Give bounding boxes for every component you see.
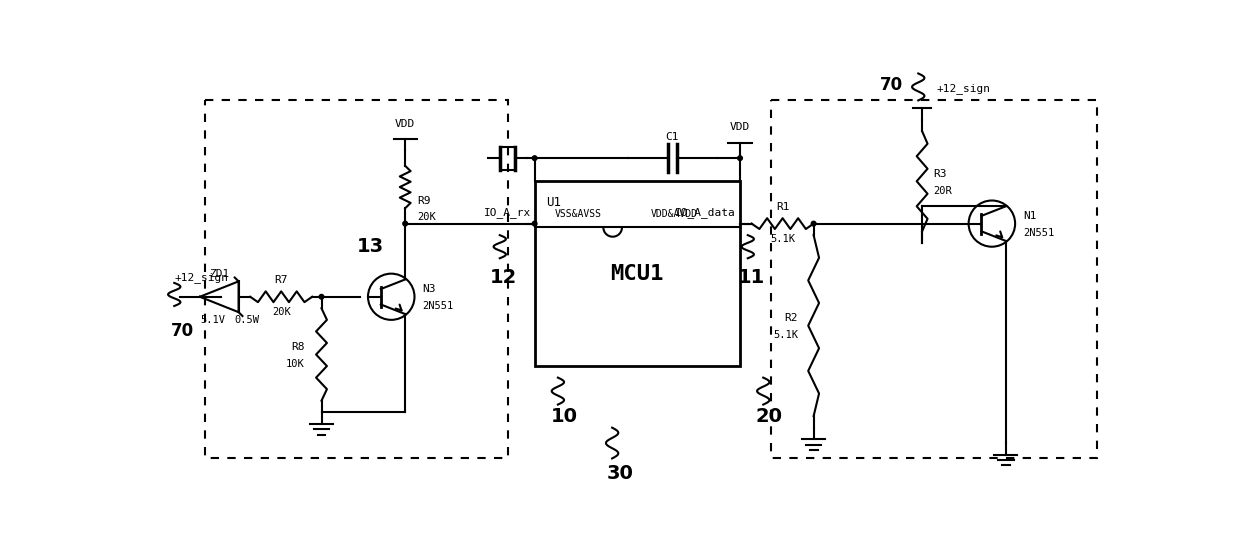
Text: 70: 70 <box>171 322 193 340</box>
Text: R9: R9 <box>416 196 430 206</box>
Bar <box>499 147 515 170</box>
Circle shape <box>403 221 408 226</box>
Text: 20: 20 <box>756 407 783 426</box>
Text: ZD1: ZD1 <box>209 269 229 279</box>
Text: 20K: 20K <box>271 307 291 317</box>
Text: 0.5W: 0.5W <box>234 315 260 325</box>
Text: C1: C1 <box>665 132 679 141</box>
Text: 2N551: 2N551 <box>422 301 453 311</box>
Circle shape <box>320 294 323 299</box>
Text: VDD: VDD <box>730 122 750 133</box>
Text: VSS&AVSS: VSS&AVSS <box>554 209 601 219</box>
Circle shape <box>533 221 536 226</box>
Text: 30: 30 <box>606 464 633 483</box>
Text: 5.1K: 5.1K <box>771 234 795 244</box>
Text: R8: R8 <box>291 342 305 352</box>
Text: VDD: VDD <box>395 118 415 129</box>
Text: 20R: 20R <box>934 186 953 196</box>
Text: R2: R2 <box>784 313 798 323</box>
Text: N1: N1 <box>1023 211 1036 221</box>
Text: IO_A_rx: IO_A_rx <box>483 207 530 218</box>
Circle shape <box>533 156 536 161</box>
Text: 10: 10 <box>550 407 577 426</box>
Text: IO_A_data: IO_A_data <box>675 207 736 218</box>
Text: N3: N3 <box>422 284 436 294</box>
Text: VDD&AVDD: VDD&AVDD <box>652 209 698 219</box>
Circle shape <box>737 156 742 161</box>
Text: 12: 12 <box>489 268 517 287</box>
Text: 11: 11 <box>738 268 766 287</box>
Text: 5.1V: 5.1V <box>199 315 224 325</box>
Text: +12_sign: +12_sign <box>937 83 990 94</box>
Text: 13: 13 <box>357 237 384 256</box>
Text: +12_sign: +12_sign <box>175 272 228 283</box>
Text: 70: 70 <box>880 76 903 94</box>
Bar <box>534 181 740 366</box>
Text: 10K: 10K <box>286 359 305 369</box>
Text: 20K: 20K <box>416 213 436 222</box>
Bar <box>771 100 1097 459</box>
Text: R3: R3 <box>934 169 948 179</box>
Text: 5.1K: 5.1K <box>773 330 798 340</box>
Text: R7: R7 <box>275 275 287 285</box>
Text: R1: R1 <box>776 202 789 212</box>
Text: 2N551: 2N551 <box>1023 228 1054 238</box>
Text: U1: U1 <box>546 196 561 209</box>
Bar <box>206 100 508 459</box>
Circle shape <box>812 221 817 226</box>
Text: MCU1: MCU1 <box>611 264 664 284</box>
